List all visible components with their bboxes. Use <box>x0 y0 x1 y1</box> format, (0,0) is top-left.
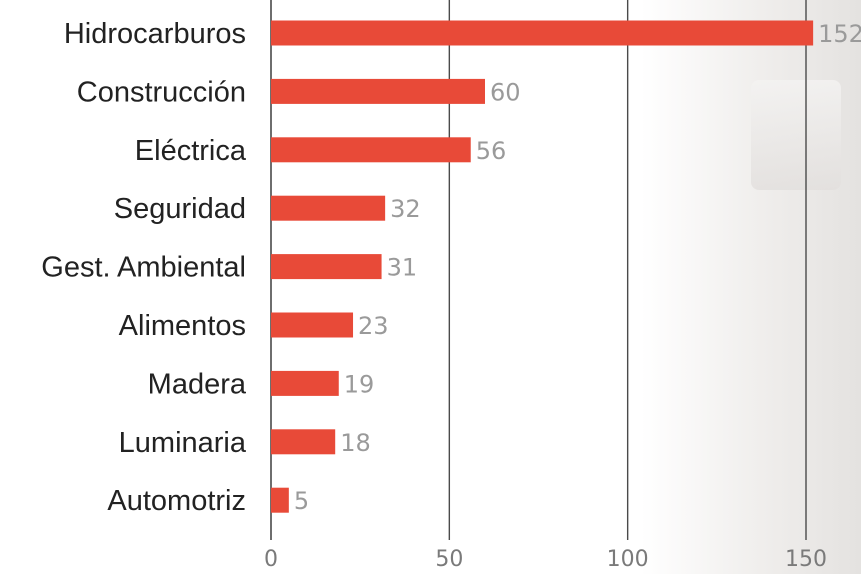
category-label: Hidrocarburos <box>64 18 246 50</box>
value-label: 18 <box>340 429 371 457</box>
value-label: 31 <box>387 254 418 282</box>
x-tick-label: 50 <box>435 547 463 572</box>
value-label: 19 <box>344 370 375 398</box>
value-label: 5 <box>294 487 309 515</box>
x-axis-ticks: 0 50 100 150 <box>264 547 827 572</box>
category-label: Luminaria <box>119 427 247 459</box>
value-label: 23 <box>358 312 389 340</box>
category-label: Eléctrica <box>135 135 247 167</box>
value-label: 60 <box>490 78 521 106</box>
value-label: 152 <box>818 20 861 48</box>
value-label: 32 <box>390 195 421 223</box>
x-tick-label: 100 <box>607 547 649 572</box>
category-label: Seguridad <box>114 193 246 225</box>
category-label: Construcción <box>77 76 246 108</box>
x-tick-label: 0 <box>264 547 278 572</box>
category-labels: Hidrocarburos Construcción Eléctrica Seguri… <box>41 18 247 517</box>
x-tick-label: 150 <box>785 547 827 572</box>
bar-luminaria <box>271 429 336 455</box>
bar-automotriz <box>271 487 289 513</box>
bars <box>271 20 814 513</box>
value-label: 56 <box>476 137 507 165</box>
bar-hidrocarburos <box>271 20 814 46</box>
value-labels: 152 60 56 32 31 23 19 18 5 <box>294 20 861 515</box>
bar-seguridad <box>271 195 386 221</box>
bar-construcci-n <box>271 78 485 104</box>
background-photo-element <box>751 80 841 190</box>
category-label: Gest. Ambiental <box>41 252 246 284</box>
category-label: Madera <box>148 368 247 400</box>
category-label: Alimentos <box>119 310 246 342</box>
category-label: Automotriz <box>107 485 246 517</box>
bar-el-ctrica <box>271 137 471 163</box>
bar-alimentos <box>271 312 354 338</box>
bar-gest-ambiental <box>271 254 382 280</box>
bar-madera <box>271 370 339 396</box>
